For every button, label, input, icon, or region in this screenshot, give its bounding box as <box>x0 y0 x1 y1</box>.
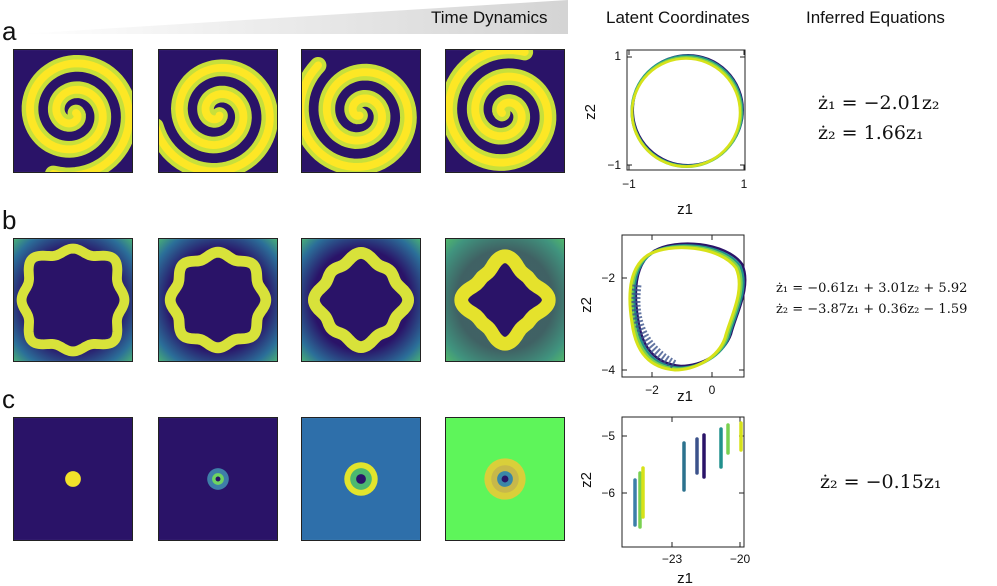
latent-plot-c: −5 −6 −23 −20 z1 z2 <box>578 416 751 585</box>
orbit-b <box>628 242 747 372</box>
ytick-label: 1 <box>614 49 621 63</box>
xtick-label: −20 <box>730 552 751 566</box>
xtick-label: −23 <box>662 552 683 566</box>
ring-frame-4 <box>445 417 565 541</box>
trajectory-segments <box>633 421 743 529</box>
y-axis-label: z2 <box>578 297 595 313</box>
ytick-label: −6 <box>601 486 615 500</box>
ytick-label: −5 <box>601 429 615 443</box>
latent-plot-b: −2 −4 −2 0 z1 z2 <box>578 234 747 405</box>
pattern-frame-2 <box>158 238 278 362</box>
x-axis-label: z1 <box>677 201 693 218</box>
pattern-frame-1 <box>13 238 133 362</box>
x-axis-label: z1 <box>677 570 693 585</box>
ring-frame-2 <box>158 417 278 541</box>
equation-line: ż₂ = −3.87z₁ + 0.36z₂ − 1.59 <box>776 302 968 317</box>
row-label-c: c <box>2 384 15 414</box>
row-label-a: a <box>2 16 17 46</box>
time-dynamics-header: Time Dynamics <box>431 8 548 27</box>
equations-c: ż₂ = −0.15z₁ <box>820 467 941 497</box>
y-axis-label: z2 <box>578 472 595 488</box>
ring-frame-3 <box>301 417 421 541</box>
pattern-frame-3 <box>301 238 421 362</box>
ytick-label: −4 <box>601 363 615 377</box>
latent-coordinates-header: Latent Coordinates <box>606 8 750 27</box>
xtick-label: 1 <box>741 177 748 191</box>
orbit-a <box>630 54 744 168</box>
plot-ticks <box>627 50 745 170</box>
ring-frame-1 <box>13 417 133 541</box>
x-axis-label: z1 <box>677 388 693 405</box>
xtick-label: −1 <box>622 177 636 191</box>
equation-line: ż₂ = 1.66z₁ <box>818 122 924 144</box>
spiral-frame-4 <box>445 49 565 173</box>
pattern-frame-4 <box>445 238 565 362</box>
xtick-label: −2 <box>645 383 659 397</box>
ytick-label: −1 <box>607 158 621 172</box>
y-axis-label: z2 <box>582 104 599 120</box>
time-dynamics-wedge <box>20 0 568 34</box>
plot-frame <box>626 49 746 171</box>
equation-line: ż₁ = −2.01z₂ <box>818 92 940 114</box>
ytick-label: −2 <box>601 271 615 285</box>
row-label-b: b <box>2 205 17 235</box>
equations-a: ż₁ = −2.01z₂ ż₂ = 1.66z₁ <box>818 88 939 148</box>
latent-plot-a: 1 −1 −1 1 z1 z2 <box>582 49 748 218</box>
equations-b: ż₁ = −0.61z₁ + 3.01z₂ + 5.92 ż₂ = −3.87z… <box>776 278 967 320</box>
equation-line: ż₁ = −0.61z₁ + 3.01z₂ + 5.92 <box>776 281 968 296</box>
spiral-frame-2 <box>158 49 278 173</box>
inferred-equations-header: Inferred Equations <box>806 8 945 27</box>
equation-line: ż₂ = −0.15z₁ <box>820 471 942 493</box>
spiral-frame-1 <box>13 49 133 173</box>
spiral-frame-3 <box>301 49 421 173</box>
xtick-label: 0 <box>709 383 716 397</box>
